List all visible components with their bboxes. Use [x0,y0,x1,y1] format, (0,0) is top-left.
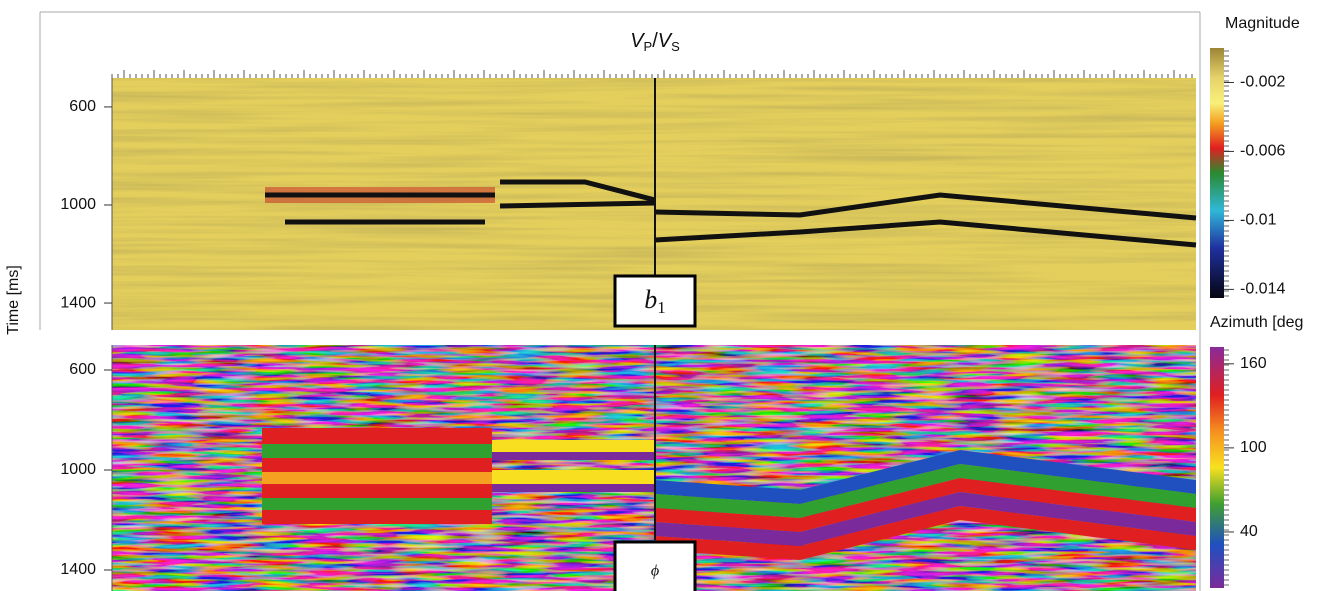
panel-label-sub: 1 [657,298,666,317]
colorbar [1210,48,1224,298]
panel-label-box [613,274,697,328]
y-tick-label: 1000 [60,196,96,213]
panel-label: ϕ [651,563,659,580]
title-part: V [630,30,645,52]
panel-label: b1 [644,285,666,317]
title-part: / [652,30,658,52]
colorbar-tick-label: -0.006 [1240,143,1285,160]
chart-title: VP/VS [630,30,680,54]
horizons [265,179,1197,248]
y-tick-label: 600 [69,361,96,378]
colorbar-tick-label: 100 [1240,439,1267,456]
colorbar-tick-label: 40 [1240,523,1258,540]
colorbar-tick-label: -0.002 [1240,74,1285,91]
colorbar-tick-label: -0.014 [1240,281,1285,298]
title-part: V [658,30,673,52]
colorbar-tick-label: 160 [1240,355,1267,372]
colorbar-title: Azimuth [deg [1210,314,1303,331]
y-tick-label: 1400 [60,561,96,578]
panel-label-box [613,540,697,591]
y-tick-label: 1400 [60,294,96,311]
y-tick-label: 600 [69,98,96,115]
y-axis-label: Time [ms] [5,265,22,335]
colorbar [1210,347,1224,588]
colorbar-title: Magnitude [1225,15,1300,32]
azimuth-bands [262,428,1196,560]
y-tick-label: 1000 [60,461,96,478]
colorbar-tick-label: -0.01 [1240,212,1277,229]
panel-label-main: b [644,285,657,314]
title-part: P [644,39,653,54]
title-part: S [671,39,680,54]
